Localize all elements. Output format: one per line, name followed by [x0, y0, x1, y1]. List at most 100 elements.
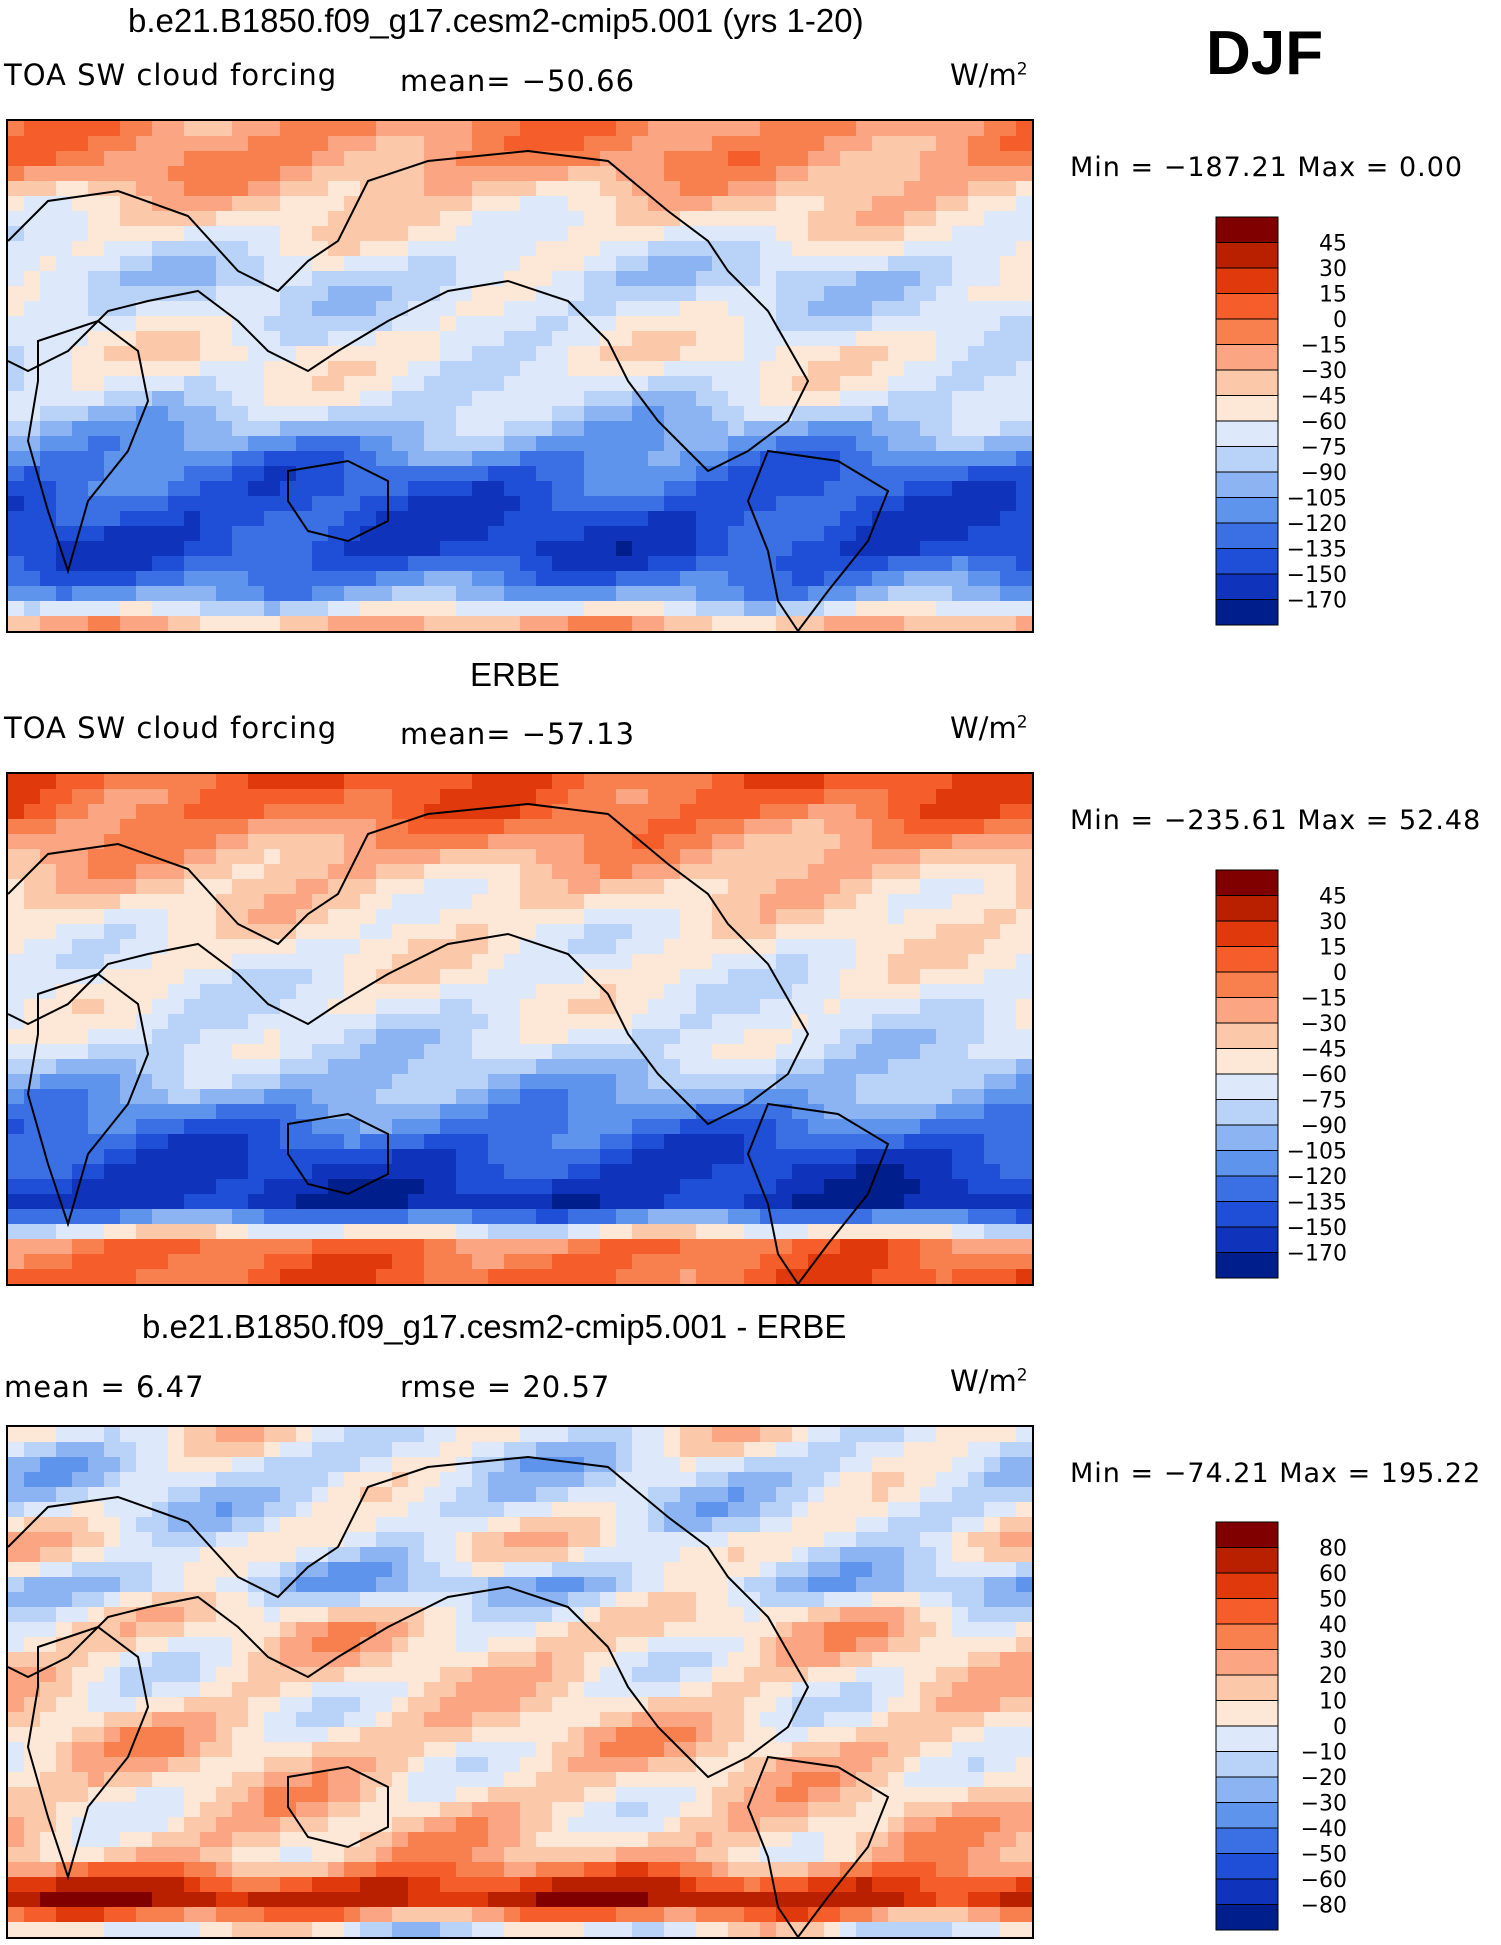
map-cell: [376, 616, 393, 631]
map-cell: [728, 1427, 745, 1443]
map-cell: [984, 1239, 1001, 1255]
map-cell: [744, 196, 761, 212]
map-cell: [1016, 1532, 1032, 1548]
map-cell: [504, 151, 521, 167]
map-cell: [472, 331, 489, 347]
map-cell: [440, 571, 457, 587]
map-cell: [280, 1194, 297, 1210]
map-cell: [744, 136, 761, 152]
map-cell: [472, 999, 489, 1015]
map-cell: [568, 1149, 585, 1165]
map-cell: [632, 586, 649, 602]
map-cell: [136, 226, 153, 242]
map-cell: [312, 909, 329, 925]
map-cell: [888, 984, 905, 1000]
map-cell: [376, 789, 393, 805]
map-cell: [824, 436, 841, 452]
map-cell: [520, 316, 537, 332]
map-cell: [376, 1487, 393, 1503]
map-cell: [520, 969, 537, 985]
map-cell: [856, 1119, 873, 1135]
map-cell: [296, 879, 313, 895]
map-cell: [728, 1119, 745, 1135]
map-cell: [408, 1074, 425, 1090]
map-cell: [168, 1269, 185, 1284]
map-cell: [184, 1239, 201, 1255]
map-cell: [56, 166, 73, 182]
map-cell: [632, 616, 649, 631]
map-cell: [856, 481, 873, 497]
map-cell: [312, 481, 329, 497]
map-cell: [392, 1254, 409, 1270]
map-cell: [968, 849, 985, 865]
map-cell: [232, 1134, 249, 1150]
map-cell: [456, 616, 473, 631]
map-cell: [200, 1104, 217, 1120]
map-cell: [440, 121, 457, 137]
map-cell: [200, 924, 217, 940]
map-cell: [632, 1239, 649, 1255]
map-cell: [232, 984, 249, 1000]
map-cell: [408, 1104, 425, 1120]
map-cell: [712, 226, 729, 242]
map-cell: [296, 834, 313, 850]
map-cell: [680, 316, 697, 332]
map-cell: [520, 601, 537, 617]
map-cell: [264, 541, 281, 557]
map-cell: [760, 804, 777, 820]
map-cell: [984, 1487, 1001, 1503]
map-cell: [776, 1194, 793, 1210]
map-cell: [968, 331, 985, 347]
map-cell: [552, 864, 569, 880]
map-cell: [840, 894, 857, 910]
map-cell: [968, 1119, 985, 1135]
map-cell: [680, 1269, 697, 1284]
map-cell: [392, 1532, 409, 1548]
map-cell: [632, 211, 649, 227]
map-cell: [632, 894, 649, 910]
map-cell: [488, 1442, 505, 1458]
map-cell: [792, 316, 809, 332]
map-cell: [72, 1239, 89, 1255]
map-cell: [104, 924, 121, 940]
map-cell: [344, 1014, 361, 1030]
map-cell: [360, 421, 377, 437]
map-cell: [360, 879, 377, 895]
map-cell: [632, 954, 649, 970]
map-cell: [328, 1472, 345, 1488]
map-cell: [584, 909, 601, 925]
map-cell: [952, 1517, 969, 1533]
map-cell: [664, 1059, 681, 1075]
map-cell: [360, 121, 377, 137]
map-cell: [232, 466, 249, 482]
map-cell: [392, 1194, 409, 1210]
map-cell: [648, 496, 665, 512]
map-cell: [504, 939, 521, 955]
map-cell: [712, 864, 729, 880]
map-cell: [200, 346, 217, 362]
map-cell: [72, 121, 89, 137]
map-cell: [424, 1457, 441, 1473]
map-cell: [664, 1014, 681, 1030]
map-cell: [8, 586, 25, 602]
map-cell: [552, 196, 569, 212]
map-cell: [712, 481, 729, 497]
map-cell: [216, 211, 233, 227]
map-cell: [632, 331, 649, 347]
map-cell: [8, 1517, 25, 1533]
map-cell: [1016, 1239, 1032, 1255]
map-cell: [488, 526, 505, 542]
map-cell: [280, 301, 297, 317]
map-cell: [520, 1014, 537, 1030]
map-cell: [8, 1179, 25, 1195]
map-cell: [152, 1532, 169, 1548]
map-cell: [248, 616, 265, 631]
map-cell: [248, 541, 265, 557]
map-cell: [200, 1089, 217, 1105]
map-cell: [552, 211, 569, 227]
map-cell: [184, 1254, 201, 1270]
map-cell: [920, 1224, 937, 1240]
map-cell: [488, 789, 505, 805]
colorbar-swatch: [1215, 1201, 1279, 1228]
map-cell: [968, 166, 985, 182]
